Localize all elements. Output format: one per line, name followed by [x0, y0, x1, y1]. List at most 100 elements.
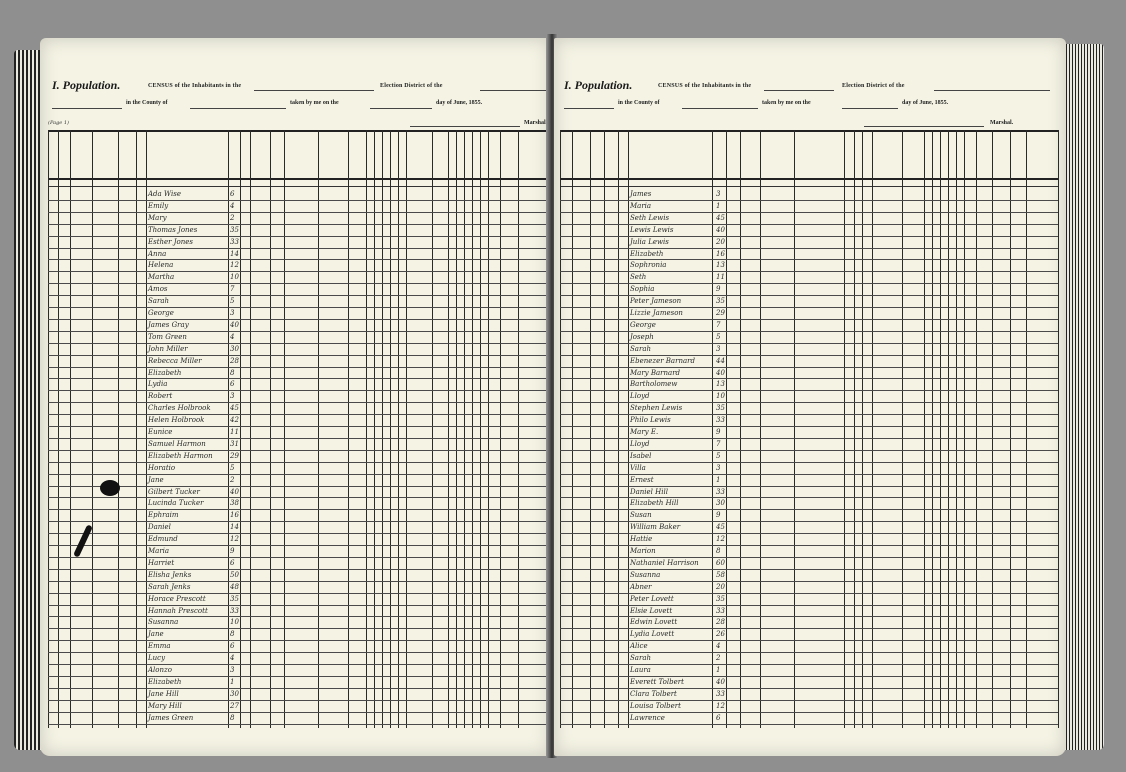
county-label-left: in the County of — [126, 100, 168, 106]
row-rule — [48, 199, 546, 201]
row-rule — [48, 378, 546, 380]
resident-age: 29 — [716, 309, 725, 317]
column-rule — [448, 130, 449, 728]
resident-age: 31 — [230, 439, 239, 448]
resident-name: Abner — [630, 582, 652, 591]
column-rule — [382, 130, 383, 728]
row-rule — [48, 699, 546, 701]
column-rule — [992, 130, 993, 728]
resident-age: 7 — [716, 439, 721, 448]
county-blank-line — [190, 108, 286, 109]
town-blank-line-r — [764, 90, 834, 91]
resident-age: 11 — [230, 428, 239, 436]
resident-age: 6 — [230, 380, 235, 389]
resident-name: Anna — [148, 249, 167, 258]
row-rule — [48, 271, 546, 273]
column-rule — [726, 130, 727, 728]
row-rule — [560, 687, 1058, 689]
taken-label-left: taken by me on the — [290, 100, 339, 106]
column-rule — [348, 130, 349, 728]
row-rule — [48, 330, 546, 332]
resident-age: 3 — [716, 344, 721, 353]
resident-name: James Gray — [148, 320, 189, 329]
row-rule — [560, 342, 1058, 344]
row-rule — [560, 652, 1058, 654]
resident-age: 33 — [230, 237, 239, 246]
resident-age: 9 — [716, 428, 721, 436]
county-label-right: in the County of — [618, 100, 660, 106]
row-rule — [48, 592, 546, 594]
row-rule — [48, 616, 546, 618]
resident-name: Lawrence — [630, 713, 665, 722]
column-rule — [1026, 130, 1027, 728]
resident-name: Stephen Lewis — [630, 404, 683, 413]
resident-age: 12 — [716, 535, 725, 544]
column-rule — [270, 130, 271, 728]
resident-name: Hattie — [630, 535, 653, 544]
resident-name: James — [630, 190, 652, 198]
resident-name: Lloyd — [630, 392, 650, 401]
resident-age: 16 — [716, 249, 725, 258]
resident-name: Sarah Jenks — [148, 582, 191, 591]
resident-name: Martha — [148, 273, 175, 282]
row-rule — [560, 402, 1058, 404]
resident-name: Rebecca Miller — [148, 356, 202, 365]
marshal-label-left: Marshal. — [524, 120, 548, 126]
marshal-signature-line — [410, 126, 520, 127]
resident-name: Lizzie Jameson — [630, 309, 683, 317]
resident-age: 5 — [230, 463, 235, 472]
resident-name: Julia Lewis — [630, 237, 669, 246]
column-rule — [956, 130, 957, 728]
resident-age: 1 — [716, 475, 721, 484]
resident-age: 1 — [230, 677, 235, 686]
resident-age: 14 — [230, 249, 239, 258]
resident-name: Lewis Lewis — [630, 225, 674, 234]
resident-name: Edwin Lovett — [630, 618, 678, 627]
row-rule — [48, 473, 546, 475]
resident-name: Sophronia — [630, 261, 667, 270]
resident-name: Daniel — [148, 523, 171, 532]
resident-age: 4 — [230, 654, 235, 663]
resident-age: 14 — [230, 523, 239, 532]
resident-age: 12 — [230, 535, 239, 544]
resident-age: 30 — [716, 499, 725, 508]
resident-age: 9 — [230, 547, 235, 555]
row-rule — [48, 640, 546, 642]
row-rule — [48, 414, 546, 416]
column-rule — [464, 130, 465, 728]
resident-name: Philo Lewis — [630, 416, 671, 425]
row-rule — [48, 223, 546, 225]
resident-age: 40 — [716, 225, 725, 234]
date-label-right: day of June, 1855. — [902, 100, 949, 106]
row-rule — [560, 437, 1058, 439]
column-rule — [136, 130, 137, 728]
row-rule — [560, 426, 1058, 427]
row-rule — [560, 449, 1058, 451]
resident-name: Ernest — [630, 475, 654, 484]
column-header-row — [560, 130, 1058, 180]
resident-age: 3 — [716, 463, 721, 472]
left-census-page: I. Population. CENSUS of the Inhabitants… — [40, 38, 550, 756]
resident-age: 33 — [716, 689, 725, 698]
resident-age: 3 — [716, 190, 721, 198]
resident-name: Maria — [630, 201, 652, 210]
resident-name: George — [148, 309, 174, 317]
resident-name: Charles Holbrook — [148, 404, 211, 413]
resident-age: 30 — [230, 344, 239, 353]
resident-age: 5 — [230, 297, 235, 306]
page-number-left: (Page 1) — [48, 120, 69, 126]
page-title-right: I. Population. — [564, 78, 633, 92]
row-rule — [48, 342, 546, 344]
resident-age: 6 — [230, 642, 235, 651]
row-rule — [560, 235, 1058, 237]
resident-name: Horatio — [148, 463, 176, 472]
row-rule — [48, 247, 546, 249]
resident-age: 2 — [716, 654, 721, 663]
resident-age: 5 — [716, 451, 721, 460]
column-rule — [844, 130, 845, 728]
resident-name: Mary E. — [630, 428, 659, 436]
resident-age: 35 — [716, 404, 725, 413]
resident-name: Everett Tolbert — [630, 677, 684, 686]
resident-age: 40 — [230, 320, 239, 329]
census-heading-right: CENSUS of the Inhabitants in the — [658, 83, 752, 89]
